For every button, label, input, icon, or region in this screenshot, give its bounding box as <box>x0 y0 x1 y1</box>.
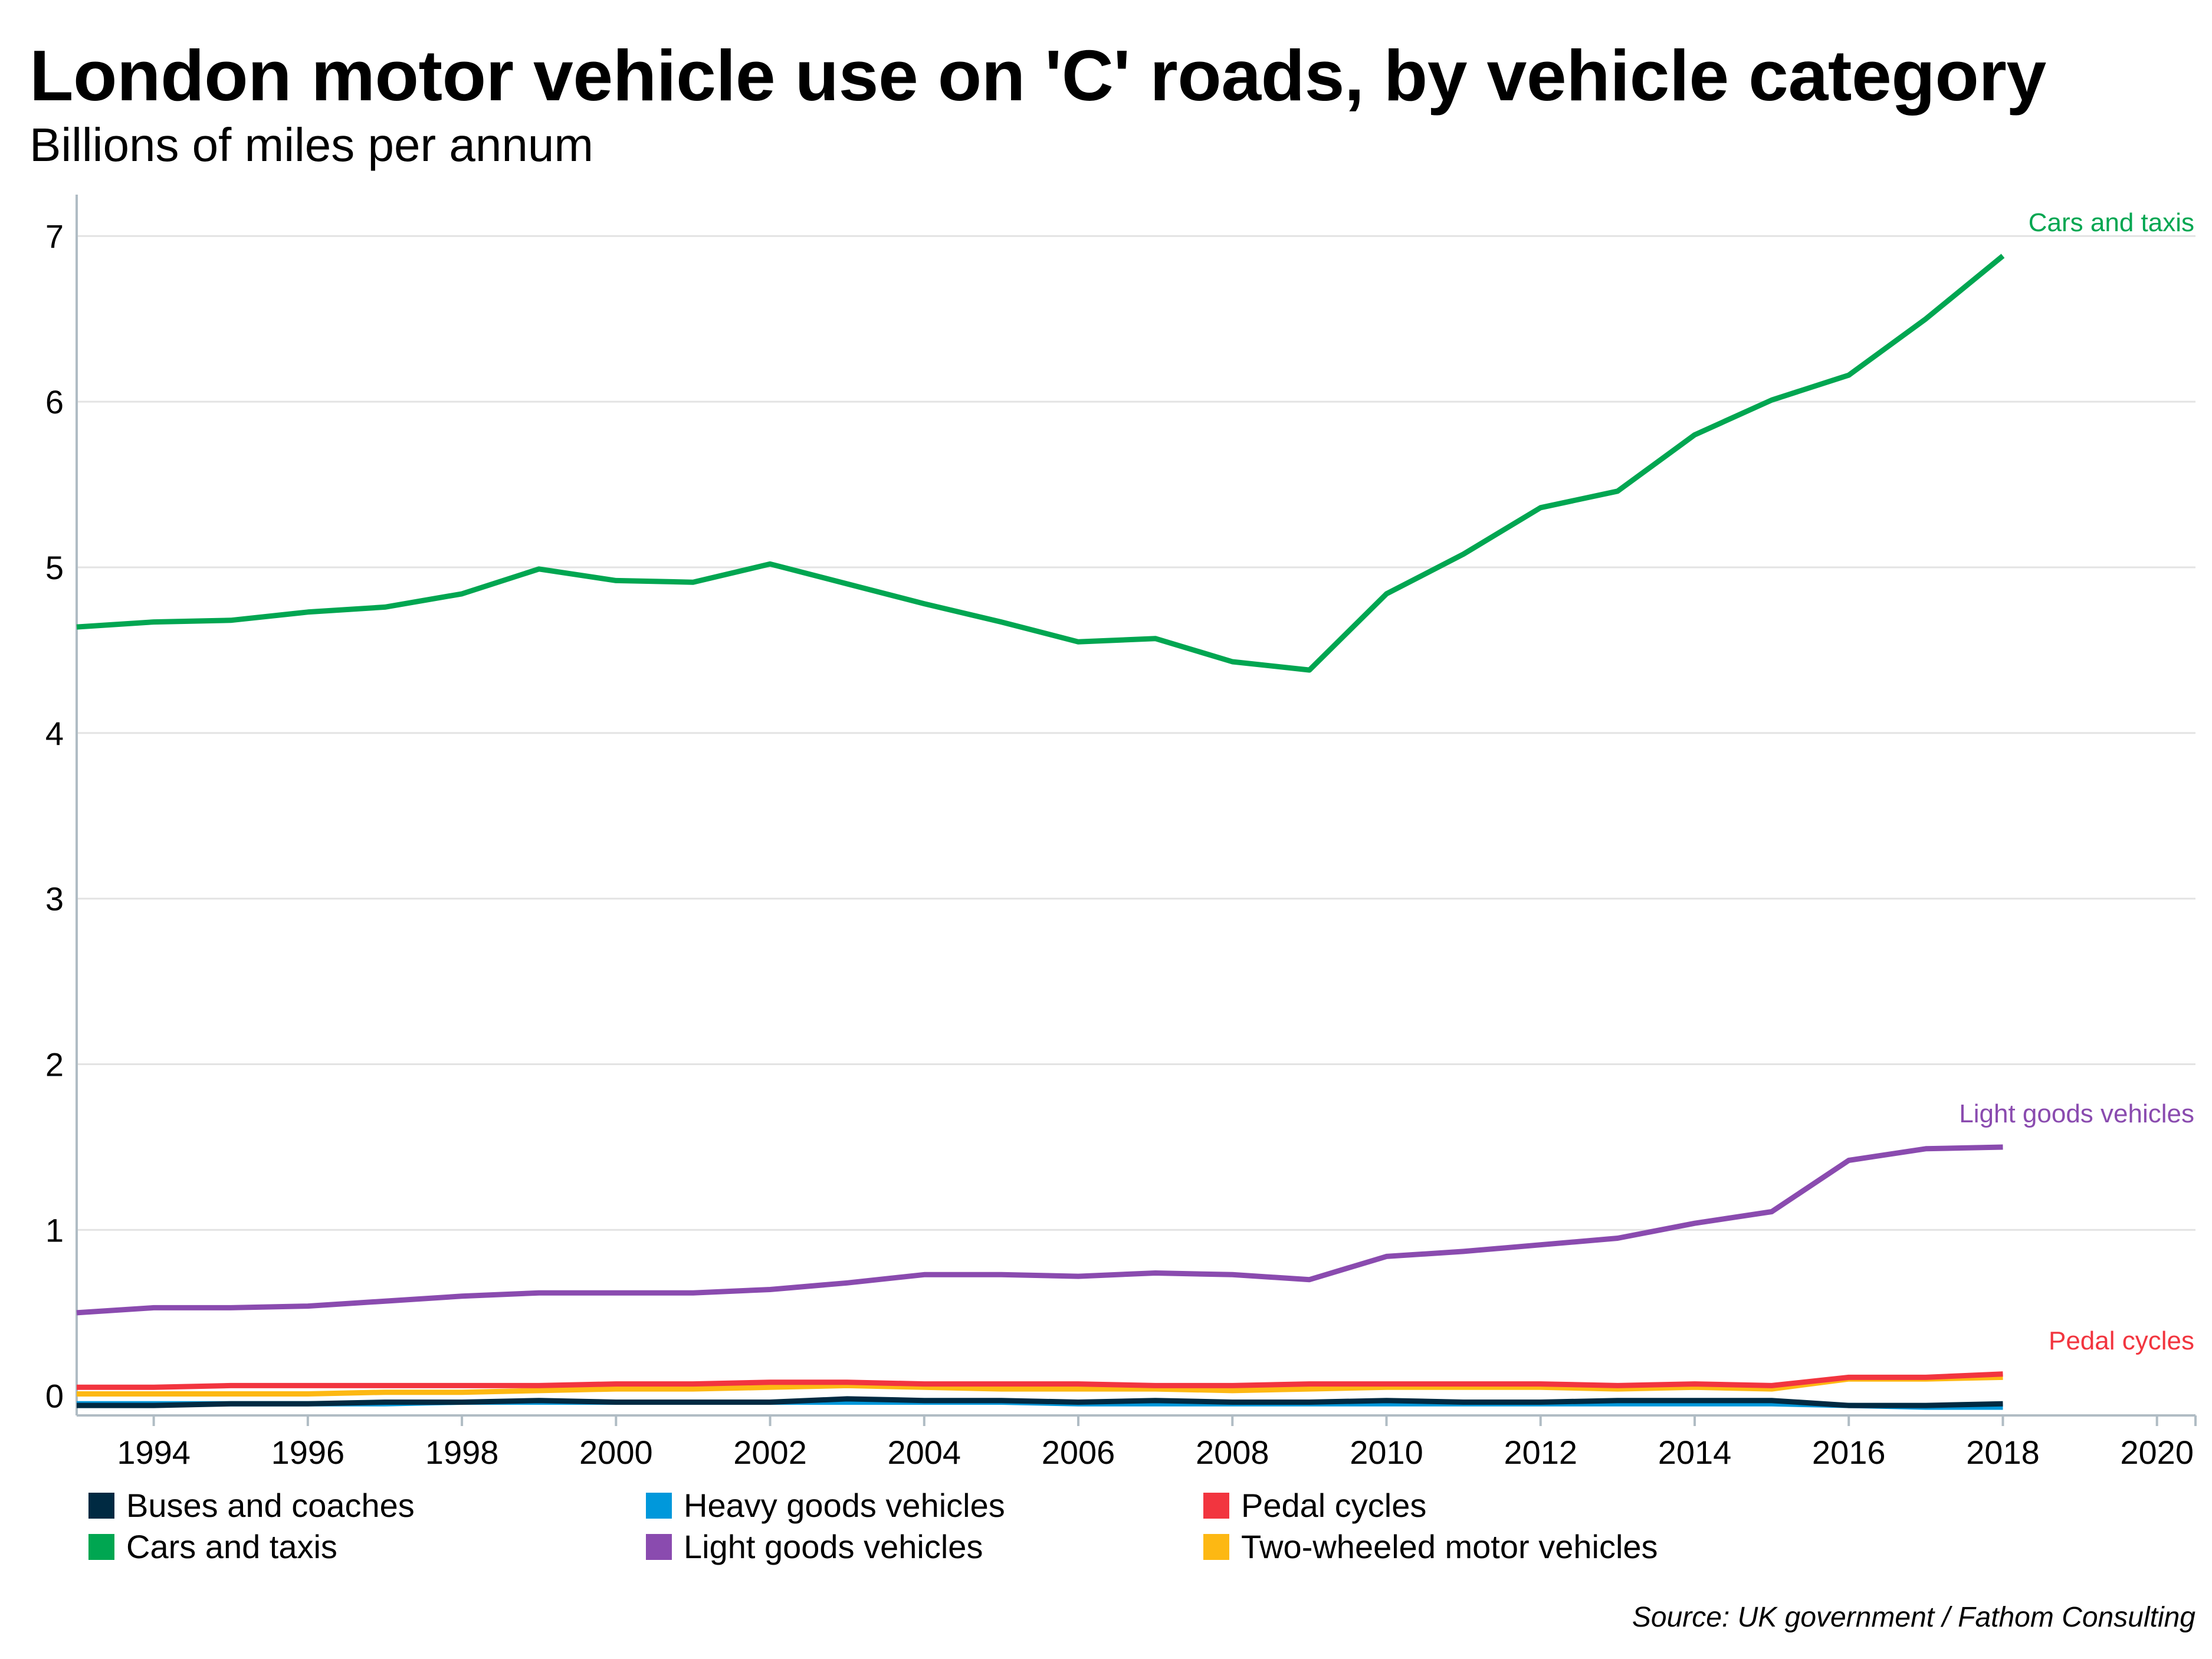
x-tick-label: 1996 <box>271 1434 345 1471</box>
series-line-light-goods-vehicles <box>76 1144 2003 1316</box>
series-line-two-wheeled-motor-vehicles <box>77 1374 2003 1397</box>
series-lines <box>76 254 2005 1410</box>
x-tick-label: 2020 <box>2120 1434 2194 1471</box>
series-line-buses-and-coaches <box>77 1396 2003 1408</box>
x-tick-label: 2004 <box>888 1434 961 1471</box>
y-tick-label: 1 <box>45 1211 64 1249</box>
y-tick-label: 0 <box>45 1377 64 1414</box>
legend-swatch <box>88 1533 114 1560</box>
series-label-cars-and-taxis: Cars and taxis <box>2029 208 2194 237</box>
x-tick-label: 2002 <box>733 1434 807 1471</box>
x-tick-label: 2018 <box>1966 1434 2040 1471</box>
legend-swatch <box>88 1492 114 1519</box>
gridlines <box>77 235 2195 1231</box>
y-tick-label: 7 <box>45 218 64 255</box>
series-label-light-goods-vehicles: Light goods vehicles <box>1959 1099 2194 1128</box>
line-chart: 0 1 2 3 4 5 6 7 1994 1996 1998 2000 2002 2004 2006 2008… <box>45 195 2197 1471</box>
x-tick-label: 1994 <box>117 1434 191 1471</box>
x-tick-label: 2000 <box>579 1434 653 1471</box>
legend-label: Heavy goods vehicles <box>684 1487 1005 1524</box>
legend-item-cars-and-taxis: Cars and taxis <box>88 1527 337 1566</box>
y-tick-label: 2 <box>45 1046 64 1083</box>
legend-item-buses-and-coaches: Buses and coaches <box>88 1486 415 1525</box>
legend-item-two-wheeled-motor-vehicles: Two-wheeled motor vehicles <box>1203 1527 1658 1566</box>
legend-swatch <box>646 1533 672 1560</box>
x-tick-label: 2006 <box>1042 1434 1115 1471</box>
legend-swatch <box>646 1492 672 1519</box>
y-tick-label: 5 <box>45 549 64 586</box>
legend-item-light-goods-vehicles: Light goods vehicles <box>646 1527 983 1566</box>
x-tick-label: 2016 <box>1812 1434 1886 1471</box>
y-tick-label: 3 <box>45 881 64 918</box>
chart-subtitle: Billions of miles per annum <box>29 119 593 171</box>
chart-title: London motor vehicle use on 'C' roads, b… <box>29 35 2046 116</box>
legend-label: Pedal cycles <box>1241 1487 1427 1524</box>
legend-swatch <box>1203 1533 1229 1560</box>
x-tick-label: 1998 <box>425 1434 499 1471</box>
series-label-pedal-cycles: Pedal cycles <box>2049 1326 2194 1355</box>
x-tick-label: 2008 <box>1196 1434 1269 1471</box>
legend-swatch <box>1203 1492 1229 1519</box>
series-line-cars-and-taxis <box>76 254 2005 673</box>
x-tick-label: 2010 <box>1350 1434 1423 1471</box>
y-tick-label: 4 <box>45 715 64 752</box>
series-labels: Pedal cycles Light goods vehicles Cars and… <box>1959 208 2194 1355</box>
x-tick-label: 2014 <box>1658 1434 1732 1471</box>
y-tick-label: 6 <box>45 383 64 421</box>
legend-item-pedal-cycles: Pedal cycles <box>1203 1486 1426 1525</box>
axes: 0 1 2 3 4 5 6 7 1994 1996 1998 2000 2002 2004 2006 2008… <box>45 195 2197 1471</box>
series-line-pedal-cycles <box>77 1371 2003 1390</box>
x-tick-label: 2012 <box>1504 1434 1577 1471</box>
legend-label: Light goods vehicles <box>684 1528 983 1565</box>
legend-label: Buses and coaches <box>126 1487 415 1524</box>
legend-label: Cars and taxis <box>126 1528 337 1565</box>
legend-label: Two-wheeled motor vehicles <box>1241 1528 1658 1565</box>
legend-item-heavy-goods-vehicles: Heavy goods vehicles <box>646 1486 1005 1525</box>
source-note: Source: UK government / Fathom Consultin… <box>1632 1602 2195 1633</box>
